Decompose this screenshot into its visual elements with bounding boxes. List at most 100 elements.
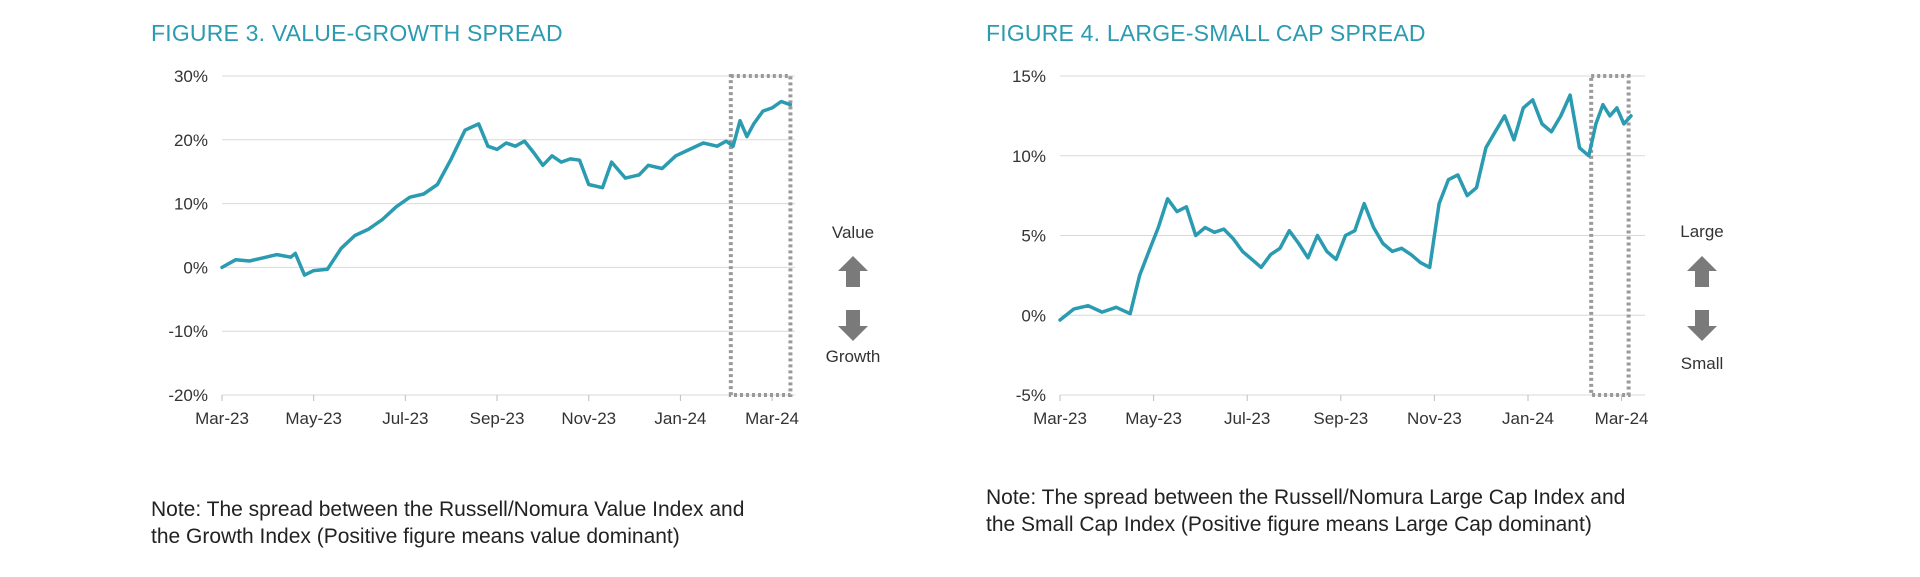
data-point — [1129, 312, 1132, 315]
series-line — [220, 99, 793, 277]
data-point — [381, 218, 384, 221]
x-tick-label: Jan-24 — [1502, 409, 1554, 428]
data-point — [1372, 226, 1375, 229]
arrow-down-icon — [838, 310, 868, 341]
data-point — [1615, 106, 1619, 110]
data-point — [1409, 253, 1413, 256]
arrow-up-icon — [838, 256, 868, 287]
figure-3-panel: FIGURE 3. VALUE-GROWTH SPREAD 30% 20% 10% 0… — [151, 20, 911, 550]
data-point — [234, 258, 237, 261]
y-tick-label: 0% — [1021, 306, 1046, 325]
series-line — [1058, 93, 1633, 322]
data-point — [560, 160, 563, 164]
data-point — [505, 141, 508, 145]
data-point — [477, 122, 480, 126]
data-point — [637, 173, 641, 177]
x-tick-label: Mar-23 — [1033, 409, 1087, 428]
data-point — [1363, 202, 1366, 205]
data-point — [610, 160, 613, 164]
data-point — [1072, 307, 1076, 311]
x-tick-label: Mar-24 — [745, 409, 799, 428]
data-point — [353, 234, 357, 237]
data-point — [1334, 258, 1338, 261]
up-label: Value — [832, 223, 874, 242]
data-point — [550, 154, 554, 157]
data-point — [486, 144, 490, 148]
figure-3-note-line-2: the Growth Index (Positive figure means … — [151, 525, 680, 548]
data-point — [220, 266, 224, 269]
data-point — [1484, 146, 1488, 149]
data-point — [1503, 114, 1506, 118]
data-point — [752, 122, 755, 126]
x-tick-label: Nov-23 — [1407, 409, 1462, 428]
data-point — [339, 247, 343, 250]
figure-3-note: Note: The spread between the Russell/Nom… — [151, 496, 911, 550]
data-point — [1231, 237, 1235, 240]
data-point — [1540, 122, 1544, 126]
up-label: Large — [1680, 222, 1723, 241]
y-tick-label: -20% — [168, 386, 208, 405]
data-point — [569, 157, 572, 161]
data-point — [1185, 205, 1188, 208]
data-point — [1601, 103, 1605, 106]
data-point — [1353, 229, 1357, 232]
data-point — [450, 157, 453, 161]
data-point — [541, 164, 545, 167]
data-point — [1278, 247, 1282, 250]
data-point — [660, 167, 664, 170]
y-tick-label: 15% — [1012, 67, 1046, 86]
data-point — [1559, 114, 1562, 118]
data-point — [601, 186, 604, 189]
y-tick-label: -10% — [168, 322, 208, 341]
data-point — [312, 269, 315, 272]
data-point — [780, 100, 783, 103]
data-point — [1138, 274, 1141, 277]
down-label: Small — [1681, 354, 1724, 373]
data-point — [1157, 226, 1160, 229]
data-point — [1222, 227, 1225, 231]
data-point — [738, 119, 742, 122]
data-point — [408, 196, 412, 199]
figure-4-note-line-1: Note: The spread between the Russell/Nom… — [986, 486, 1626, 509]
data-point — [1213, 231, 1216, 234]
data-point — [1428, 266, 1431, 269]
figure-4-note-line-2: the Small Cap Index (Positive figure mea… — [986, 513, 1592, 536]
data-point — [688, 148, 691, 151]
data-point — [1147, 250, 1151, 253]
data-point — [1400, 247, 1403, 250]
y-tick-label: 20% — [174, 131, 208, 150]
y-tick-label: 10% — [1012, 147, 1046, 166]
data-point — [532, 151, 535, 154]
data-point — [1447, 178, 1450, 181]
figure-4-note: Note: The spread between the Russell/Nom… — [986, 484, 1746, 538]
data-point — [789, 103, 792, 106]
data-point — [1100, 310, 1104, 314]
x-tick-label: Sep-23 — [470, 409, 525, 428]
x-tick-label: Nov-23 — [561, 409, 616, 428]
data-point — [1465, 194, 1469, 197]
data-point — [248, 259, 251, 263]
figure-3-title: FIGURE 3. VALUE-GROWTH SPREAD — [151, 20, 563, 46]
data-point — [770, 106, 774, 110]
data-point — [326, 268, 329, 271]
data-point — [1622, 122, 1626, 126]
data-point — [1629, 114, 1633, 118]
data-point — [702, 141, 705, 145]
data-point — [1587, 154, 1591, 157]
data-point — [647, 164, 650, 167]
data-point — [394, 205, 398, 208]
data-point — [514, 144, 517, 148]
x-tick-label: Sep-23 — [1313, 409, 1368, 428]
arrow-up-icon — [1687, 256, 1717, 287]
data-point — [436, 183, 439, 186]
data-point — [1058, 318, 1062, 322]
data-point — [1391, 250, 1394, 253]
data-point — [674, 154, 678, 157]
x-tick-label: May-23 — [1125, 409, 1182, 428]
data-point — [1594, 122, 1598, 126]
x-tick-label: May-23 — [285, 409, 342, 428]
data-point — [289, 255, 292, 259]
y-tick-label: 30% — [174, 67, 208, 86]
data-point — [1437, 202, 1441, 205]
figure-4-panel: FIGURE 4. LARGE-SMALL CAP SPREAD 15% 10% 5… — [960, 0, 1920, 577]
